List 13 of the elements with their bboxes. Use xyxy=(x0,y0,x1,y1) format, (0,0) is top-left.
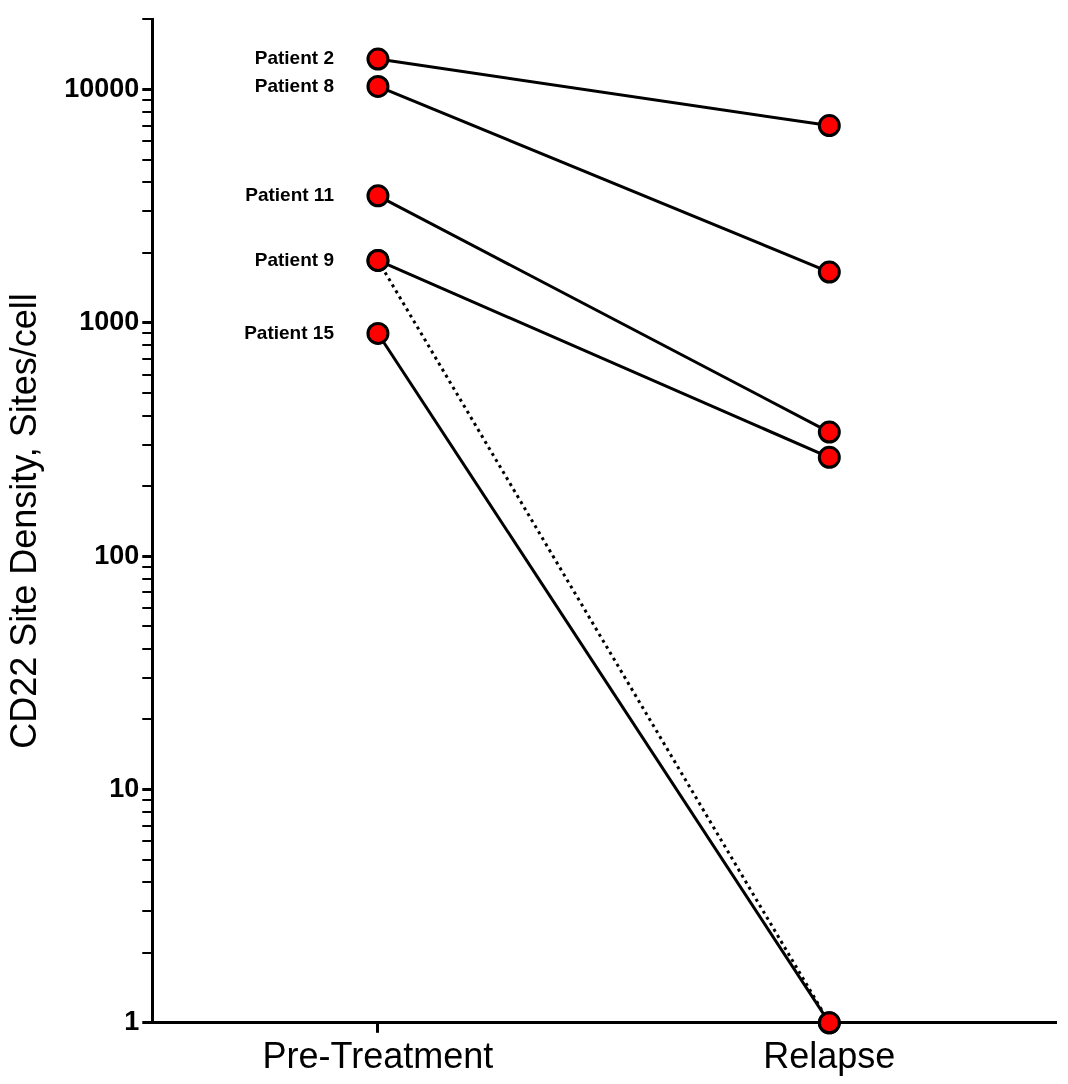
y-tick-label: 10 xyxy=(109,772,140,803)
series-label: Patient 11 xyxy=(245,184,335,206)
y-tick-label: 10000 xyxy=(64,72,140,103)
series-label: Patient 8 xyxy=(254,74,334,96)
y-tick-label: 1000 xyxy=(79,306,140,337)
y-tick-label: 1 xyxy=(124,1006,140,1037)
series-label: Patient 15 xyxy=(244,321,335,343)
x-tick-label: Pre-Treatment xyxy=(262,1035,494,1077)
series-label: Patient 2 xyxy=(254,47,334,69)
y-axis-title: CD22 Site Density, Sites/cell xyxy=(2,293,44,749)
x-tick-label: Relapse xyxy=(763,1035,896,1077)
series-label: Patient 9 xyxy=(254,248,334,270)
y-tick-label: 100 xyxy=(94,539,140,570)
